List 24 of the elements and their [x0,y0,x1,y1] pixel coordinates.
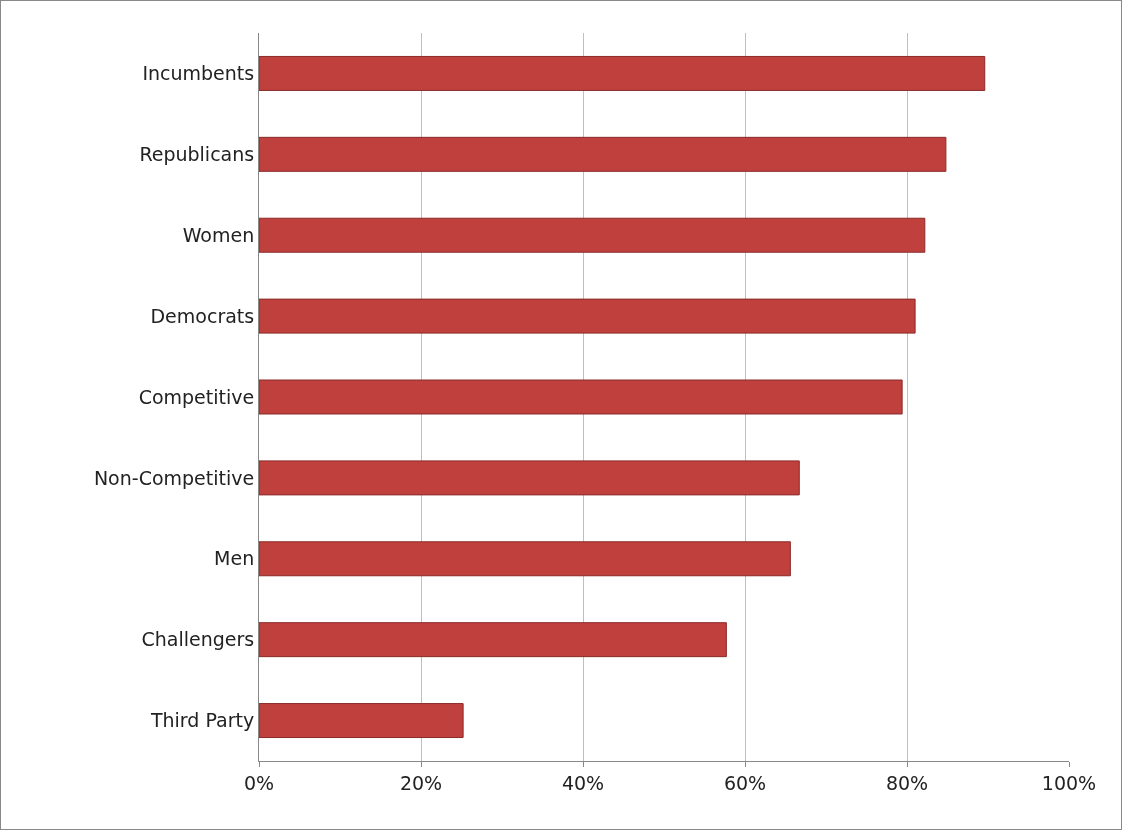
y-tick-label: Incumbents [142,62,255,85]
y-tick-label: Republicans [139,142,255,165]
bar [259,703,464,739]
bar [259,541,791,577]
y-tick-label: Men [214,547,255,570]
y-tick-label: Non-Competitive [93,466,255,489]
bar [259,298,916,334]
y-tick-label: Competitive [138,385,255,408]
y-tick-label: Third Party [149,709,255,732]
bar [259,217,926,253]
y-tick-label: Women [182,223,255,246]
bar [259,136,947,172]
bar [259,379,903,415]
bar [259,460,800,496]
x-tick-label: 0% [243,771,275,794]
bar [259,55,986,91]
x-tick-label: 60% [723,771,767,794]
x-tick-label: 100% [1041,771,1097,794]
x-tick-label: 20% [399,771,443,794]
y-tick-label: Challengers [141,628,255,651]
bar [259,622,727,658]
y-tick-label: Democrats [150,304,255,327]
x-tick-label: 40% [561,771,605,794]
x-tick-label: 80% [885,771,929,794]
